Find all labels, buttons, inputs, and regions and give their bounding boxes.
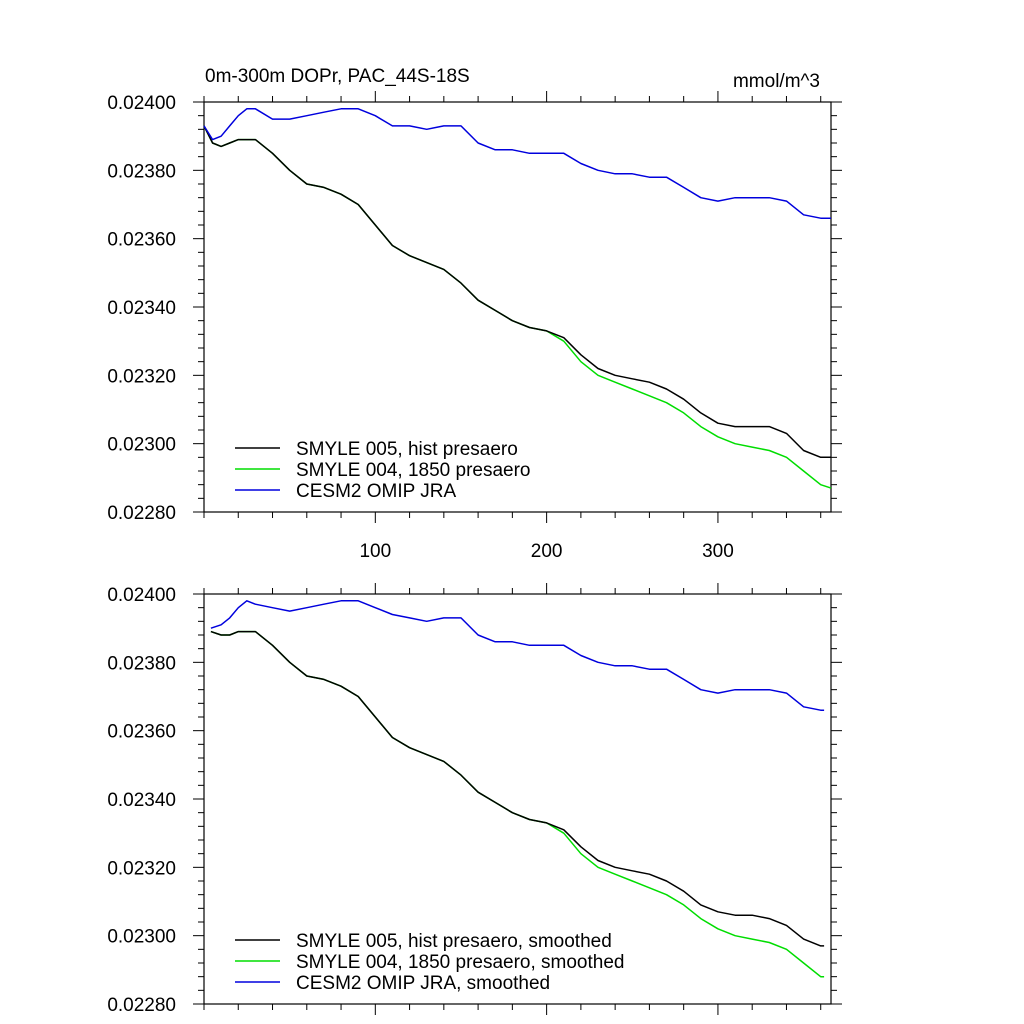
legend-label: SMYLE 004, 1850 presaero [296,460,531,481]
y-tick-label: 0.02400 [107,93,176,114]
units-label: mmol/m^3 [733,71,820,92]
series-line-2 [210,600,825,711]
legend-label: CESM2 OMIP JRA [296,481,456,502]
y-tick-label: 0.02380 [107,653,176,674]
series-line-0 [203,125,831,459]
y-tick-label: 0.02280 [107,995,176,1016]
chart-title: 0m-300m DOPr, PAC_44S-18S [205,66,470,87]
series-line-0 [210,630,825,947]
x-tick-label: 300 [702,541,734,562]
y-tick-label: 0.02400 [107,585,176,606]
legend-label: SMYLE 004, 1850 presaero, smoothed [296,952,624,973]
y-tick-label: 0.02280 [107,503,176,524]
y-tick-label: 0.02360 [107,230,176,251]
legend-label: SMYLE 005, hist presaero [296,439,518,460]
y-tick-label: 0.02320 [107,366,176,387]
x-tick-label: 100 [359,541,391,562]
bottom-panel-smoothed: 0.02400 0.02380 0.02360 0.02340 0.02320 0.023… [107,583,842,1016]
y-tick-label: 0.02320 [107,858,176,879]
y-tick-label: 0.02340 [107,298,176,319]
series-line-2 [203,108,831,219]
y-tick-label: 0.02300 [107,927,176,948]
series-line-1 [203,125,832,489]
y-tick-label: 0.02340 [107,790,176,811]
series-line-1 [210,630,825,978]
top-panel-raw: 0.02400 0.02380 0.02360 0.02340 0.02320 0.023… [107,91,842,562]
y-tick-label: 0.02380 [107,161,176,182]
y-tick-label: 0.02360 [107,722,176,743]
legend-label: CESM2 OMIP JRA, smoothed [296,973,550,994]
y-tick-label: 0.02300 [107,435,176,456]
legend-label: SMYLE 005, hist presaero, smoothed [296,931,612,952]
x-tick-label: 200 [531,541,563,562]
